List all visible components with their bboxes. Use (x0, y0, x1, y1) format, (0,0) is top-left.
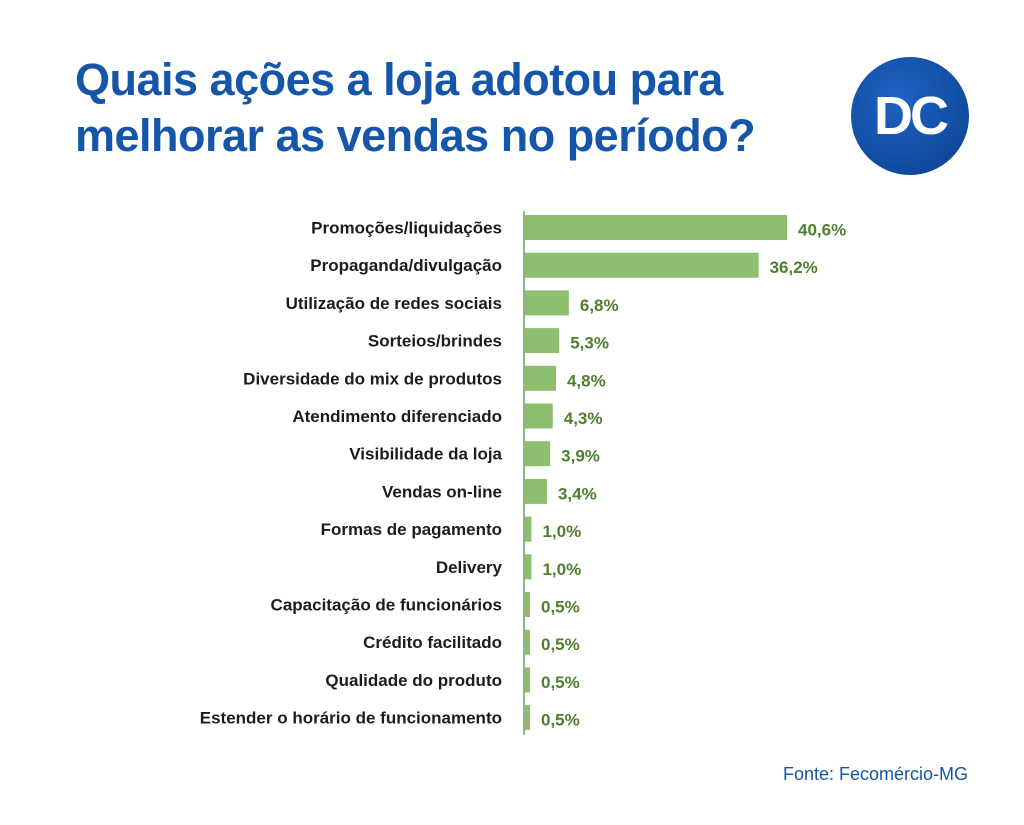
bar-11 (525, 629, 530, 655)
value-label: 3,9% (561, 447, 600, 466)
bar-5 (525, 403, 553, 429)
value-label: 0,5% (541, 673, 580, 692)
category-label: Utilização de redes sociais (286, 294, 502, 313)
bar-10 (525, 592, 530, 617)
bar-4 (525, 365, 556, 391)
category-label: Promoções/liquidações (311, 219, 502, 238)
value-label: 0,5% (541, 635, 580, 654)
bar-3 (525, 328, 560, 354)
logo-text: DC (874, 86, 949, 146)
category-label: Formas de pagamento (321, 520, 502, 539)
category-label: Estender o horário de funcionamento (200, 709, 502, 728)
value-label: 4,3% (564, 409, 603, 428)
bar-7 (525, 478, 547, 504)
bar-1 (525, 252, 759, 278)
dc-logo: DC (851, 57, 969, 175)
value-label: 6,8% (580, 296, 619, 315)
bar-9 (525, 554, 532, 580)
bar-0 (525, 215, 787, 240)
category-label: Atendimento diferenciado (292, 407, 502, 426)
source-note: Fonte: Fecomércio-MG (782, 764, 968, 784)
value-label: 0,5% (541, 598, 580, 617)
value-label: 1,0% (542, 560, 581, 579)
bar-6 (525, 441, 551, 467)
value-label: 0,5% (541, 711, 580, 730)
category-label: Visibilidade da loja (349, 445, 502, 464)
category-label: Diversidade do mix de produtos (243, 369, 502, 388)
category-label: Sorteios/brindes (368, 332, 502, 351)
value-label: 3,4% (558, 484, 597, 503)
value-label: 1,0% (542, 522, 581, 541)
bar-chart: Promoções/liquidações 40,6% Propaganda/div… (200, 211, 846, 735)
value-label: 5,3% (570, 334, 609, 353)
bar-8 (525, 516, 532, 542)
bar-2 (525, 290, 569, 316)
value-label: 36,2% (770, 258, 818, 277)
chart-title: Quais ações a loja adotou para melhorar … (75, 54, 756, 161)
value-label: 40,6% (798, 221, 846, 240)
bar-12 (525, 667, 530, 693)
category-label: Crédito facilitado (363, 633, 502, 652)
category-label: Vendas on-line (382, 482, 502, 501)
category-label: Capacitação de funcionários (271, 596, 502, 615)
bar-13 (525, 705, 530, 731)
category-label: Qualidade do produto (325, 671, 502, 690)
category-label: Propaganda/divulgação (310, 256, 502, 275)
category-label: Delivery (436, 558, 503, 577)
value-label: 4,8% (567, 371, 606, 390)
